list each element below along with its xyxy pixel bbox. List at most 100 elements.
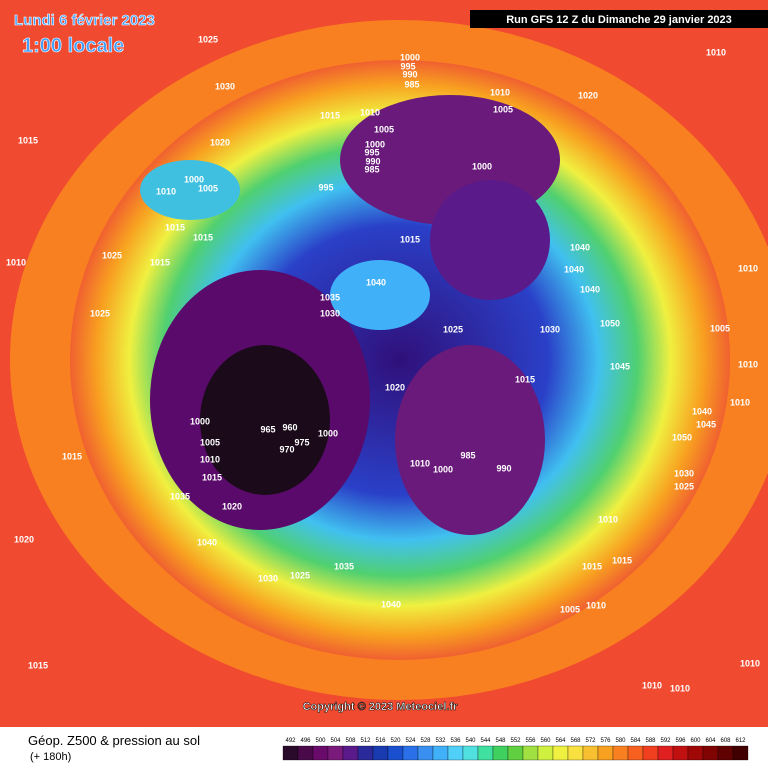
scale-swatch	[522, 745, 539, 761]
scale-swatch	[567, 745, 584, 761]
scale-label: 504	[330, 738, 341, 744]
scale-swatch	[537, 745, 554, 761]
scale-swatch	[672, 745, 689, 761]
scale-swatch	[477, 745, 494, 761]
isobar-label: 1010	[642, 680, 662, 690]
isobar-label: 1005	[374, 124, 394, 134]
isobar-label: 990	[402, 69, 417, 79]
scale-label: 580	[615, 738, 626, 744]
isobar-label: 1045	[696, 419, 716, 429]
scale-label: 564	[555, 738, 566, 744]
isobar-label: 1000	[365, 139, 385, 149]
isobar-label: 1020	[210, 137, 230, 147]
scale-label: 508	[345, 738, 356, 744]
scale-swatch	[297, 745, 314, 761]
scale-swatch	[732, 745, 749, 761]
isobar-label: 1015	[28, 660, 48, 670]
scale-swatch	[432, 745, 449, 761]
isobar-label: 1015	[400, 234, 420, 244]
zone-cyan	[140, 160, 240, 220]
scale-swatch	[312, 745, 329, 761]
isobar-label: 1040	[381, 599, 401, 609]
isobar-label: 1015	[515, 374, 535, 384]
scale-swatch	[507, 745, 524, 761]
scale-label: 516	[375, 738, 386, 744]
run-box	[470, 10, 768, 28]
isobar-label: 1010	[586, 600, 606, 610]
isobar-label: 1015	[202, 472, 222, 482]
scale-swatch	[372, 745, 389, 761]
scale-swatch	[642, 745, 659, 761]
isobar-label: 1010	[490, 87, 510, 97]
scale-label: 492	[285, 738, 296, 744]
isobar-label: 1010	[738, 263, 758, 273]
isobar-label: 1005	[493, 104, 513, 114]
isobar-label: 1030	[674, 468, 694, 478]
isobar-label: 1025	[102, 250, 122, 260]
scale-label: 512	[360, 738, 371, 744]
isobar-label: 1000	[318, 428, 338, 438]
scale-label: 536	[450, 738, 461, 744]
scale-swatch	[612, 745, 629, 761]
isobar-label: 1005	[710, 323, 730, 333]
scale-swatch	[582, 745, 599, 761]
isobar-label: 1015	[582, 561, 602, 571]
scale-label: 552	[510, 738, 521, 744]
isobar-label: 1040	[564, 264, 584, 274]
run-text: Run GFS 12 Z du Dimanche 29 janvier 2023	[506, 14, 732, 26]
isobar-label: 1040	[197, 537, 217, 547]
scale-label: 568	[570, 738, 581, 744]
scale-label: 524	[405, 738, 416, 744]
time: 1:00 locale	[22, 35, 124, 57]
isobar-label: 985	[364, 164, 379, 174]
scale-swatch	[492, 745, 509, 761]
isobar-label: 1005	[198, 183, 218, 193]
isobar-label: 1035	[320, 292, 340, 302]
scale-label: 532	[435, 738, 446, 744]
scale-swatch	[357, 745, 374, 761]
copyright: Copyright © 2023 Meteociel.fr	[303, 701, 459, 713]
scale-label: 520	[390, 738, 401, 744]
isobar-label: 990	[496, 463, 511, 473]
isobar-label: 995	[364, 147, 379, 157]
isobar-label: 1025	[198, 34, 218, 44]
isobar-label: 1010	[670, 683, 690, 693]
isobar-label: 1005	[200, 437, 220, 447]
scale-swatch	[417, 745, 434, 761]
isobar-label: 1000	[184, 174, 204, 184]
scale-label: 612	[735, 738, 746, 744]
isobar-label: 1000	[190, 416, 210, 426]
isobar-label: 1005	[560, 604, 580, 614]
isobar-label: 1030	[320, 308, 340, 318]
isobar-label: 1020	[578, 90, 598, 100]
isobar-label: 1015	[62, 451, 82, 461]
isobar-label: 1010	[360, 107, 380, 117]
isobar-label: 1015	[150, 257, 170, 267]
scale-label: 560	[540, 738, 551, 744]
scale-label: 596	[675, 738, 686, 744]
scale-swatch	[327, 745, 344, 761]
scale-label: 572	[585, 738, 596, 744]
isobar-label: 1040	[366, 277, 386, 287]
isobar-label: 1040	[692, 406, 712, 416]
isobar-label: 1010	[740, 658, 760, 668]
isobar-label: 1010	[706, 47, 726, 57]
isobar-label: 1025	[290, 570, 310, 580]
isobar-label: 1040	[580, 284, 600, 294]
scale-swatch	[702, 745, 719, 761]
date: Lundi 6 février 2023	[14, 12, 155, 29]
scale-label: 600	[690, 738, 701, 744]
isobar-label: 1035	[334, 561, 354, 571]
isobar-label: 1025	[674, 481, 694, 491]
isobar-label: 1020	[222, 501, 242, 511]
isobar-label: 1030	[215, 81, 235, 91]
low-purple	[395, 345, 545, 535]
isobar-label: 1010	[730, 397, 750, 407]
isobar-label: 1020	[14, 534, 34, 544]
scale-swatch	[447, 745, 464, 761]
isobar-label: 1010	[598, 514, 618, 524]
isobar-label: 975	[294, 437, 309, 447]
isobar-label: 1030	[540, 324, 560, 334]
high-cyan	[330, 260, 430, 330]
